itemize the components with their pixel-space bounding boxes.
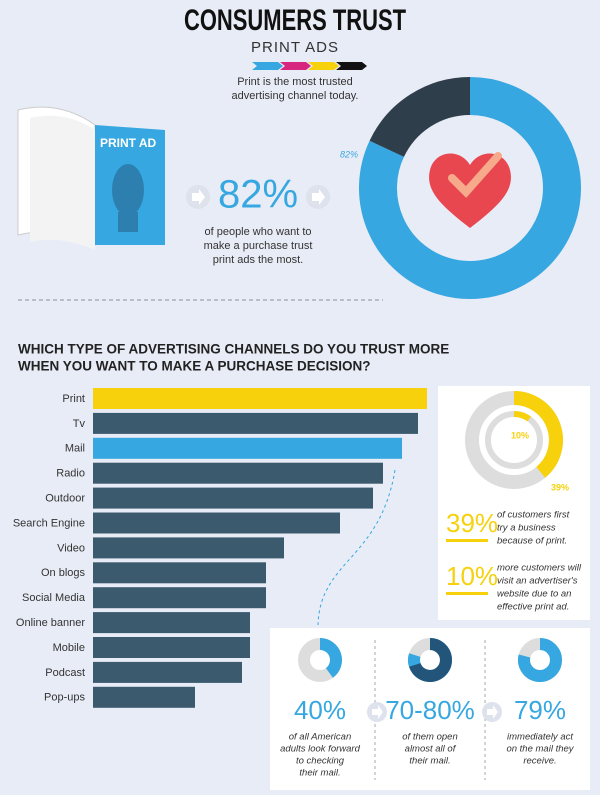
hero-text: make a purchase trust [204,240,313,252]
bar-label: Tv [73,418,86,430]
bar-label: Radio [56,468,85,480]
bar-label: Print [62,393,85,405]
bar-label: On blogs [41,567,86,579]
subtitle: PRINT ADS [251,39,339,56]
bar-label: Video [57,542,85,554]
magazine [17,106,165,250]
mini-text: of them open [402,732,457,743]
ring-label: 39% [551,482,569,492]
bar [93,661,242,683]
mini-text: their mail. [299,768,340,779]
title: CONSUMERS TRUST [184,4,406,37]
chart-title: WHEN YOU WANT TO MAKE A PURCHASE DECISIO… [18,359,371,374]
color-arrows [252,62,367,70]
connector [317,469,396,626]
bar [93,388,427,409]
donut-segment [369,77,471,158]
bar-label: Podcast [45,667,85,679]
bar [93,612,250,634]
bar [93,637,250,658]
mini-text: on the mail they [506,744,574,755]
bar-label: Pop-ups [44,692,85,704]
mini-text: their mail. [409,756,450,767]
arrow [312,189,325,205]
mini-text: almost all of [405,744,457,755]
mini-arc [409,638,452,682]
arrow [487,705,498,719]
magazine-label: PRINT AD [100,136,157,150]
heart [429,152,511,228]
hero-stat: 82% [218,173,298,217]
stat-text: website due to an [497,589,571,600]
stat-text: effective print ad. [497,602,569,613]
mini-stat: 40% [294,695,346,725]
mini-text: receive. [523,756,556,767]
mini-arc [319,638,342,678]
mini-stat: 70-80% [385,695,475,725]
bar [93,537,284,559]
donut-segment [359,77,581,299]
bar [93,412,418,434]
stat-text: try a business [497,523,556,534]
stat-underline [446,592,488,595]
bar [93,487,373,509]
bar [93,437,402,459]
card [438,386,590,620]
chart-title: WHICH TYPE OF ADVERTISING CHANNELS DO YO… [18,342,449,357]
mini-text: immediately act [507,732,573,743]
stat-text: visit an advertiser's [497,576,578,587]
bar-label: Search Engine [13,517,85,529]
hero-text: print ads the most. [213,254,304,266]
stat: 39% [446,508,498,538]
stat-underline [446,539,488,542]
card [270,628,590,790]
bar [93,686,195,708]
bar-label: Mobile [53,642,85,654]
tagline: Print is the most trusted [237,76,353,88]
bar [93,562,266,584]
mini-text: to checking [296,756,345,767]
mini-text: of all American [289,732,351,743]
stat-text: of customers first [497,510,570,521]
bar-label: Online banner [16,617,85,629]
mini-arc [518,638,562,682]
ring-arc [513,411,532,422]
arrow [192,189,205,205]
stat: 10% [446,561,498,591]
bar [93,462,383,484]
stat-text: more customers will [497,563,582,574]
bar-label: Outdoor [45,493,85,505]
mini-stat: 79% [514,695,566,725]
stat-text: because of print. [497,536,567,547]
bar-label: Mail [65,443,85,455]
ring-arc [513,391,563,478]
arrow [372,705,383,719]
tagline: advertising channel today. [232,90,359,102]
bar [93,587,266,609]
mini-text: adults look forward [280,744,360,755]
ring-label: 10% [511,430,529,440]
bar [93,512,340,534]
hero-text: of people who want to [204,226,311,238]
bar-label: Social Media [22,592,86,604]
donut-label: 82% [340,149,358,159]
